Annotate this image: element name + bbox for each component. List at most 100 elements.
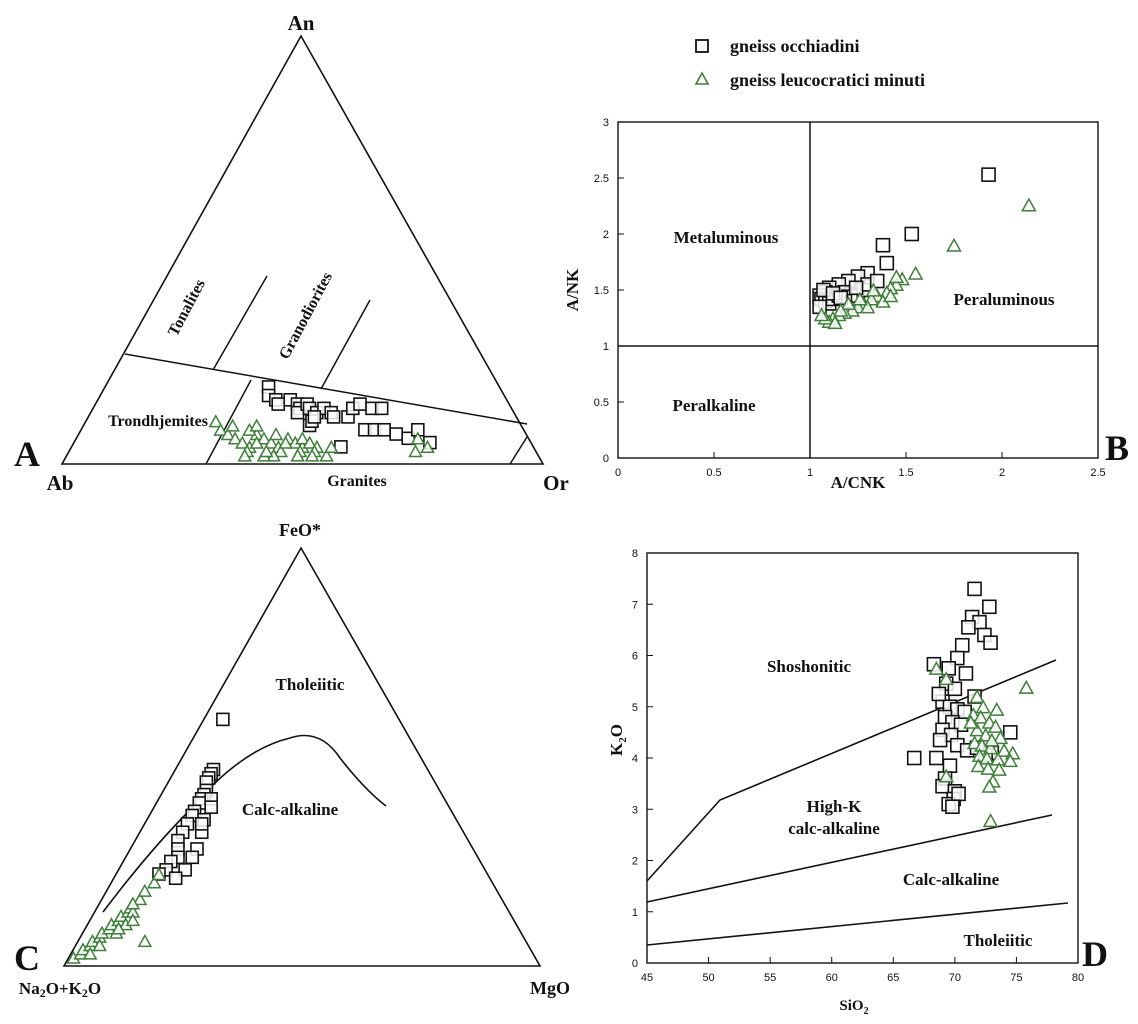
- x-tick-label: 0: [615, 467, 621, 479]
- field-label-calcalkaline-d: Calc-alkaline: [903, 870, 1000, 889]
- data-point-triangle: [249, 435, 265, 449]
- data-point-triangle: [865, 282, 882, 297]
- data-point-triangle: [137, 883, 153, 897]
- data-point-square: [941, 661, 957, 676]
- data-point-triangle: [1021, 197, 1037, 212]
- data-point-square: [875, 237, 891, 253]
- data-point-triangle: [237, 448, 253, 462]
- panel-a-points: [208, 380, 437, 462]
- data-point-triangle: [420, 439, 435, 454]
- data-point-triangle: [969, 722, 985, 737]
- data-point-triangle: [256, 431, 272, 445]
- data-point-square: [961, 620, 976, 635]
- data-point-triangle: [972, 709, 989, 724]
- field-label-granodiorites: Granodiorites: [276, 270, 336, 363]
- legend-label-occhiadini: gneiss occhiadini: [730, 36, 860, 56]
- data-point-triangle: [278, 435, 293, 449]
- data-point-triangle: [907, 265, 924, 280]
- data-point-triangle: [882, 288, 899, 303]
- data-point-triangle: [832, 302, 849, 317]
- y-tick-label: 0.5: [594, 397, 609, 409]
- data-point-triangle: [125, 913, 141, 927]
- data-point-triangle: [928, 660, 945, 675]
- data-point-triangle: [125, 896, 141, 910]
- vertex-label-mgo: MgO: [530, 978, 570, 998]
- x-tick-label: 50: [702, 972, 714, 984]
- data-point-square: [353, 397, 367, 411]
- data-point-triangle: [111, 921, 126, 935]
- data-point-triangle: [213, 422, 228, 436]
- x-tick-label: 2: [999, 467, 1005, 479]
- ternary-a-granite-corner-line: [509, 436, 528, 465]
- data-point-square: [982, 599, 997, 615]
- y-tick-label: 1: [632, 907, 638, 919]
- vertex-label-feo: FeO*: [279, 520, 321, 540]
- vertex-label-an: An: [288, 11, 315, 35]
- panel-c: FeO* Na2O+K2O MgO C Tholeiitic Calc-alka…: [14, 520, 570, 1000]
- legend-square-marker: [695, 39, 709, 53]
- data-point-triangle: [827, 315, 843, 330]
- data-point-triangle: [302, 435, 317, 449]
- data-point-square: [326, 410, 341, 424]
- x-tick-label: 0.5: [706, 467, 721, 479]
- data-point-triangle: [92, 938, 107, 952]
- plot-d-calcalkaline-tholeiitic-line: [646, 902, 1069, 946]
- y-tick-label: 5: [632, 702, 638, 714]
- x-tick-label: 1.5: [898, 467, 913, 479]
- plot-d-highk-calcalkaline-line: [646, 814, 1053, 903]
- data-point-square: [904, 226, 920, 242]
- data-point-triangle: [324, 439, 339, 454]
- ternary-a-granodiorite-granite-line: [320, 299, 371, 390]
- data-point-square: [374, 401, 389, 416]
- data-point-square: [194, 817, 209, 831]
- x-tick-label: 45: [641, 972, 653, 984]
- x-tick-label: 55: [764, 972, 776, 984]
- field-label-peralkaline: Peralkaline: [672, 396, 756, 415]
- data-point-triangle: [981, 778, 998, 793]
- data-point-square: [848, 280, 864, 296]
- data-point-triangle: [249, 418, 264, 432]
- data-point-triangle: [977, 727, 994, 742]
- y-tick-label: 3: [603, 117, 609, 129]
- y-tick-label: 2: [603, 229, 609, 241]
- vertex-label-ab: Ab: [47, 471, 74, 495]
- y-tick-label: 1.5: [594, 285, 609, 297]
- ternary-a-frame: [60, 34, 545, 465]
- ternary-a-trondhjemite-granite-line: [205, 379, 252, 465]
- data-point-triangle: [984, 732, 1000, 747]
- data-point-square: [958, 666, 974, 681]
- data-point-triangle: [859, 299, 876, 314]
- field-label-tholeiitic-c: Tholeiitic: [276, 675, 345, 694]
- data-point-triangle: [1018, 679, 1035, 694]
- y-tick-label: 2: [632, 856, 638, 868]
- plot-b-ylabel: A/NK: [563, 268, 582, 311]
- ternary-c-tholeiitic-calcalkaline-boundary: [102, 734, 387, 913]
- field-label-tholeiitic-d: Tholeiitic: [964, 931, 1033, 950]
- data-point-triangle: [132, 892, 148, 906]
- data-point-square: [929, 750, 944, 766]
- ternary-a-tonalite-granodiorite-line: [212, 275, 268, 371]
- data-point-triangle: [146, 875, 162, 889]
- data-point-square: [967, 581, 982, 597]
- data-point-square: [906, 750, 922, 766]
- plot-b-xlabel: A/CNK: [831, 473, 887, 492]
- data-point-triangle: [975, 699, 991, 714]
- data-point-square: [951, 786, 966, 802]
- x-tick-label: 1: [807, 467, 813, 479]
- y-tick-label: 1: [603, 341, 609, 353]
- panel-b: 0 0.5 1 1.5 2 2.5 0 0.5 1 1.5 2 2.5 3 A/CNK A/NK Met…: [563, 117, 1129, 492]
- data-point-triangle: [304, 448, 320, 462]
- data-point-triangle: [963, 714, 979, 729]
- data-point-triangle: [982, 740, 999, 755]
- data-point-square: [168, 871, 183, 886]
- y-tick-label: 6: [632, 651, 638, 663]
- data-point-triangle: [137, 933, 153, 948]
- panel-letter-a: A: [14, 434, 40, 474]
- data-point-square: [932, 732, 948, 748]
- y-tick-label: 8: [632, 548, 638, 560]
- plot-d-xlabel: SiO2: [839, 998, 868, 1017]
- data-point-triangle: [987, 718, 1004, 733]
- y-tick-label: 4: [632, 753, 638, 765]
